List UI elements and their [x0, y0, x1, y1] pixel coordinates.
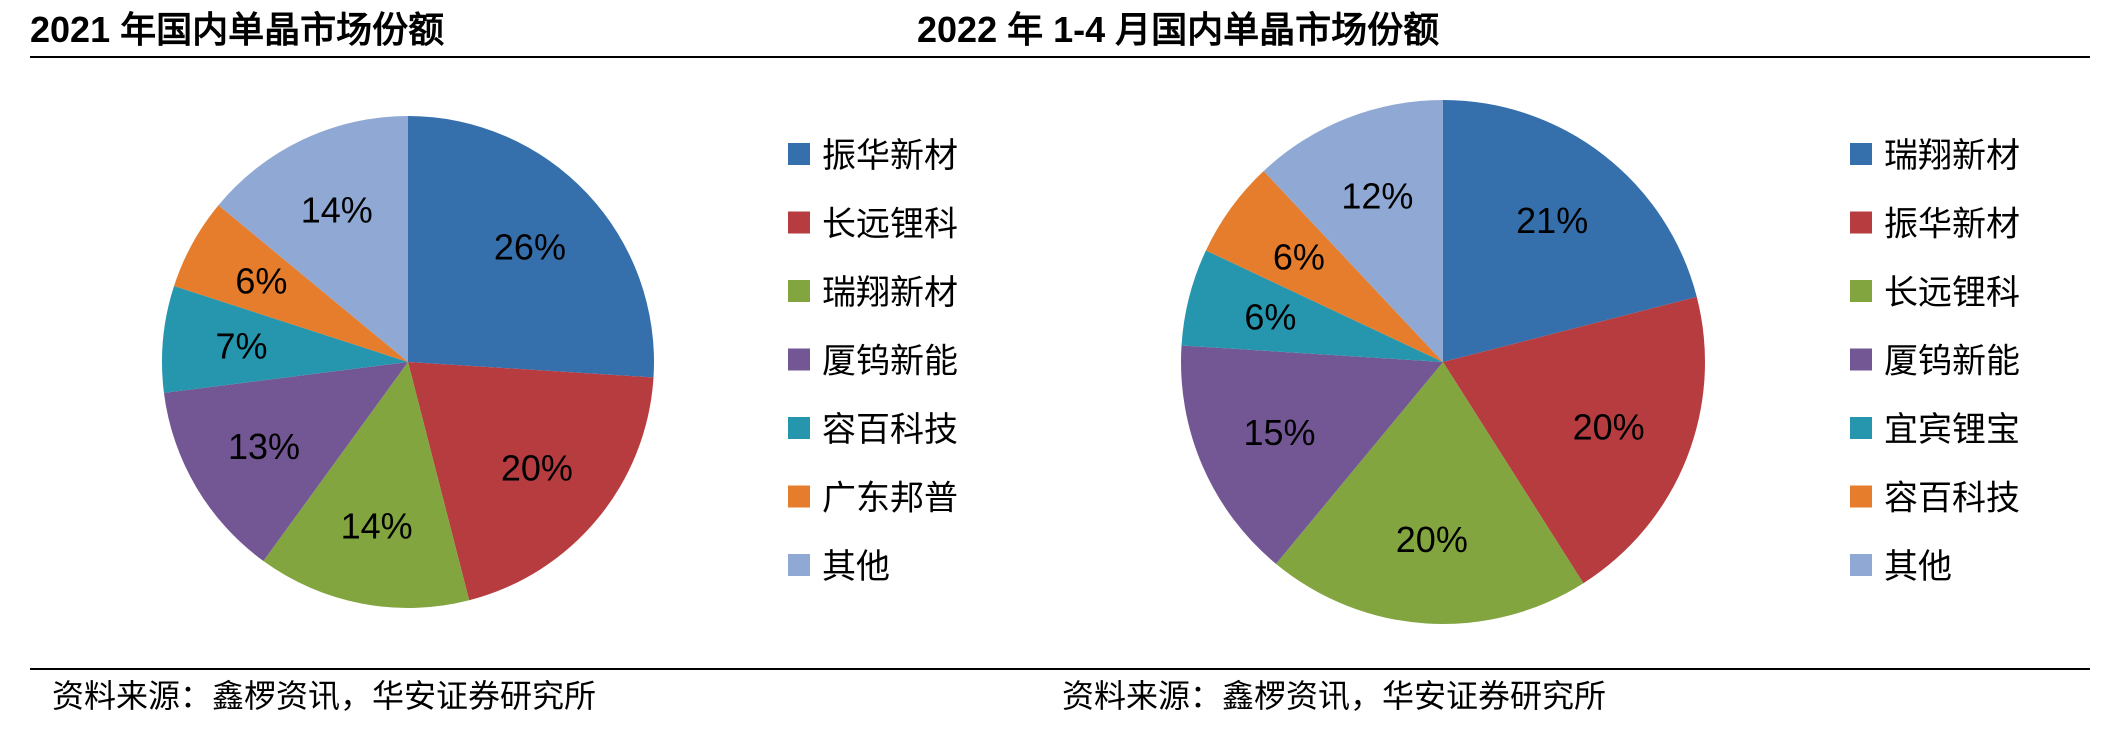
slice-value-label: 6% — [235, 260, 287, 301]
pie-slice — [163, 362, 408, 562]
pie-slice — [1181, 345, 1443, 564]
slice-value-label: 15% — [1243, 412, 1315, 453]
slice-value-label: 7% — [215, 325, 267, 366]
legend-swatch — [1850, 348, 1872, 371]
pie-chart-2021: 26% 20% 14% 13% 7% 6% 14% 振华新材长远锂科瑞翔新材厦钨新能容百科技广… — [162, 116, 958, 608]
pie-slice — [408, 362, 654, 601]
legend-swatch — [788, 143, 810, 165]
slice-value-label: 6% — [1273, 236, 1325, 277]
legend-label: 长远锂科 — [822, 205, 958, 245]
footer-rule — [30, 668, 1040, 670]
legend-label: 其他 — [822, 547, 890, 587]
chart-title: 2021 年国内单晶市场份额 — [30, 9, 445, 50]
legend-label: 长远锂科 — [1884, 273, 2020, 313]
legend-label: 容百科技 — [1884, 479, 2020, 519]
legend-swatch — [1850, 485, 1872, 508]
title-underline — [30, 56, 1040, 58]
chart-panel-2022: 2022 年 1-4 月国内单晶市场份额 21% 20% 20% 15% 6% 6% 12%… — [917, 0, 2090, 734]
pie-chart-2022: 21% 20% 20% 15% 6% 6% 12% 瑞翔新材振华新材长远锂科厦钨新能宜宾锂宝容… — [1181, 100, 2020, 624]
legend-swatch — [788, 417, 810, 439]
source-note: 资料来源：鑫椤资讯，华安证券研究所 — [1062, 677, 1607, 715]
legend-swatch — [1850, 554, 1872, 576]
pie-slice — [408, 116, 654, 378]
pie-slice — [1275, 362, 1584, 624]
chart-title: 2022 年 1-4 月国内单晶市场份额 — [917, 9, 1440, 50]
slice-value-label: 20% — [501, 448, 573, 489]
pie-slice — [162, 285, 408, 393]
pie-slice — [1443, 100, 1697, 362]
slice-value-label: 13% — [228, 426, 300, 467]
slice-value-label: 14% — [341, 505, 413, 546]
slice-value-label: 12% — [1341, 175, 1413, 216]
pie-slice — [174, 205, 408, 362]
pie-slice — [1443, 296, 1705, 584]
legend-label: 振华新材 — [822, 136, 958, 176]
legend-label: 厦钨新能 — [1884, 342, 2020, 382]
legend-swatch — [1850, 280, 1872, 302]
slice-value-label: 20% — [1573, 407, 1645, 448]
pie-slice — [218, 116, 408, 362]
legend-swatch — [788, 554, 810, 576]
slice-value-label: 26% — [494, 226, 566, 267]
legend-swatch — [788, 485, 810, 508]
legend-label: 瑞翔新材 — [822, 273, 958, 313]
pie-slice — [263, 362, 470, 608]
legend-label: 广东邦普 — [822, 479, 958, 519]
legend-swatch — [1850, 417, 1872, 439]
legend-label: 容百科技 — [822, 410, 958, 450]
legend-swatch — [1850, 211, 1872, 234]
legend-label: 其他 — [1884, 547, 1952, 587]
legend-label: 振华新材 — [1884, 205, 2020, 245]
legend-swatch — [788, 280, 810, 302]
pie-slice — [1181, 250, 1443, 362]
title-underline — [1040, 56, 2090, 58]
slice-value-label: 14% — [301, 190, 373, 231]
legend-label: 瑞翔新材 — [1884, 136, 2020, 176]
footer-rule — [1040, 668, 2090, 670]
slice-value-label: 20% — [1396, 519, 1468, 560]
pie-slice — [1205, 171, 1443, 362]
legend-label: 厦钨新能 — [822, 342, 958, 382]
slice-value-label: 21% — [1516, 200, 1588, 241]
pie-slice — [1263, 100, 1443, 362]
legend-swatch — [788, 348, 810, 371]
legend-label: 宜宾锂宝 — [1884, 410, 2020, 450]
legend-swatch — [788, 211, 810, 234]
slice-value-label: 6% — [1244, 297, 1296, 338]
legend-swatch — [1850, 143, 1872, 165]
chart-panel-2021: 2021 年国内单晶市场份额 26% 20% 14% 13% 7% 6% 14% 振华新材长远… — [30, 0, 1040, 734]
source-note: 资料来源：鑫椤资讯，华安证券研究所 — [52, 677, 597, 715]
